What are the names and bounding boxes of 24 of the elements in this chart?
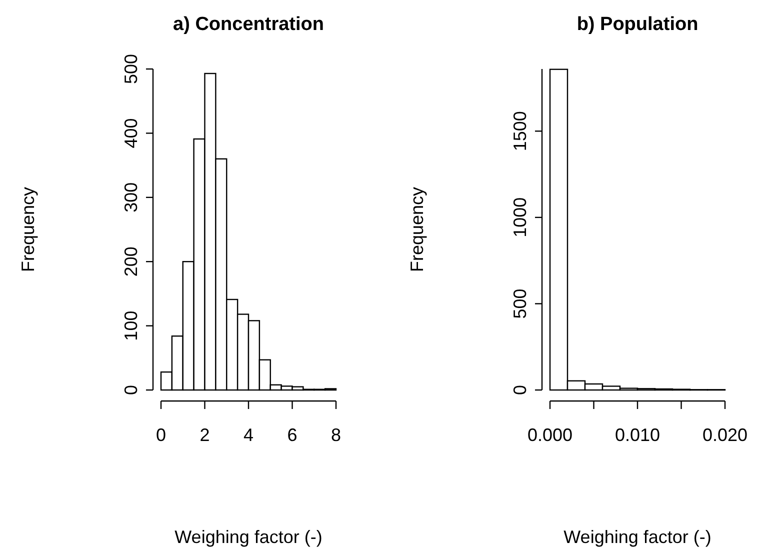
chart-title: a) Concentration: [173, 14, 324, 35]
y-tick-label: 100: [121, 310, 141, 341]
chart-title: b) Population: [576, 14, 698, 35]
x-axis-title: Weighing factor (-): [564, 527, 712, 547]
y-tick-label: 0: [121, 384, 141, 396]
x-axis-title: Weighing factor (-): [174, 527, 322, 547]
y-tick-label: 500: [121, 54, 141, 84]
x-tick-label: 0.010: [614, 425, 660, 445]
x-tick-label: 8: [330, 425, 342, 445]
x-tick-label: 4: [243, 425, 254, 445]
y-tick-label: 0: [510, 384, 530, 396]
y-tick-label: 400: [121, 118, 141, 148]
y-axis-title: Frequency: [407, 186, 427, 272]
x-tick-label: 0.000: [527, 425, 573, 445]
y-tick-label: 1000: [510, 197, 530, 238]
y-tick-label: 500: [510, 288, 530, 319]
x-tick-label: 0: [156, 425, 166, 445]
x-tick-label: 2: [200, 425, 210, 445]
y-tick-label: 1500: [510, 111, 530, 152]
y-tick-label: 300: [121, 182, 141, 212]
x-tick-label: 6: [287, 425, 298, 445]
x-tick-label: 0.020: [702, 425, 748, 445]
y-tick-label: 200: [121, 246, 141, 277]
y-axis-title: Frequency: [18, 186, 38, 272]
